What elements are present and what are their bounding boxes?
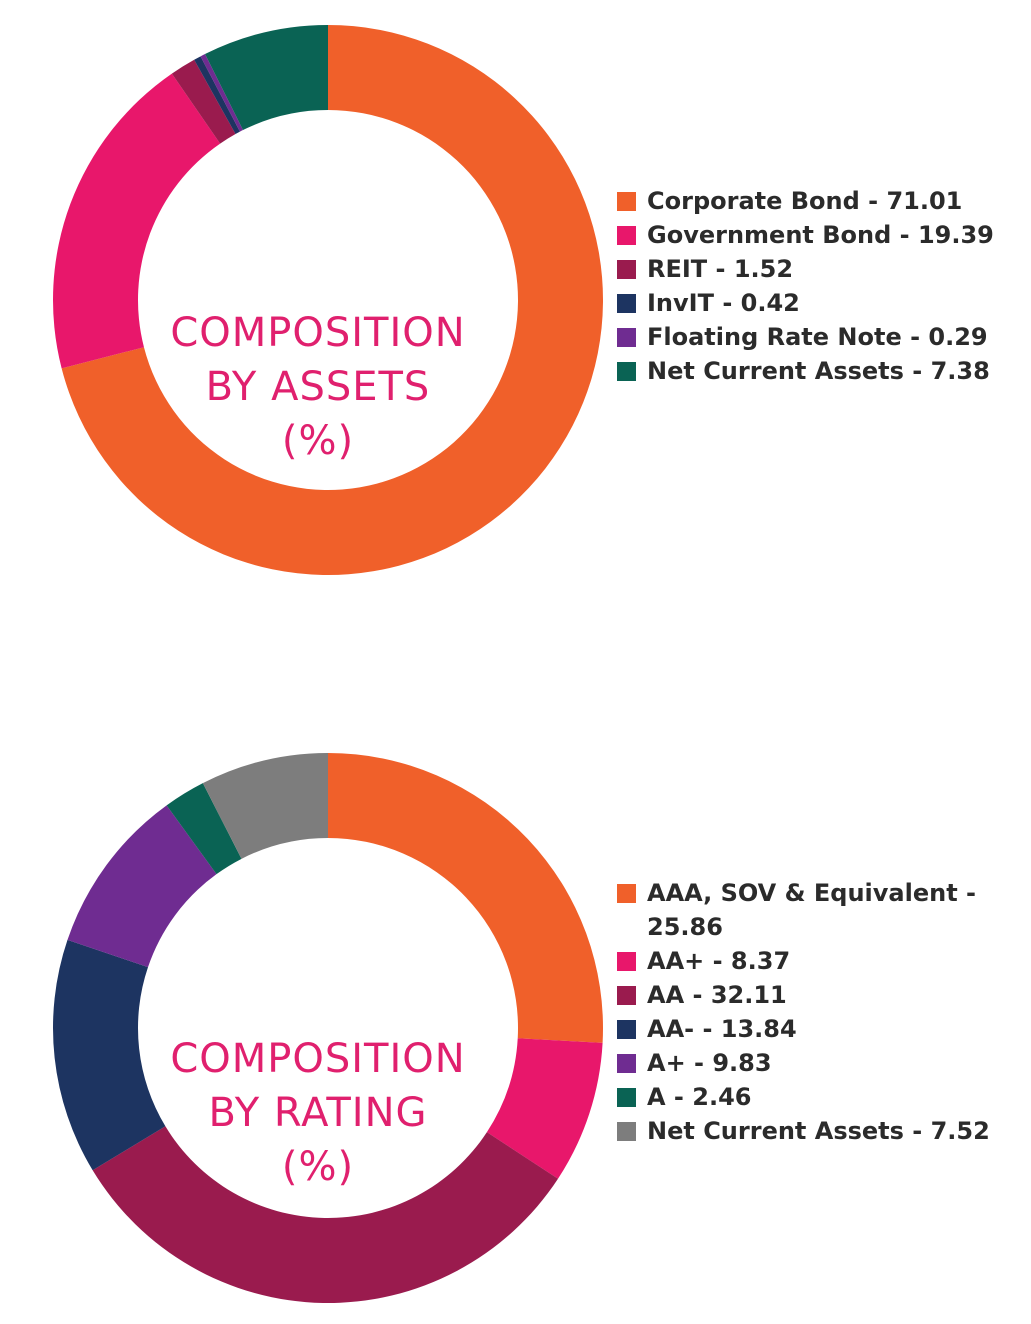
slice-reit: [171, 59, 236, 144]
rating-title-line-2: BY RATING: [208, 1090, 428, 1136]
slice-aa: [92, 1126, 559, 1303]
legend-label: A+ - 9.83: [647, 1049, 772, 1077]
legend-item: REIT - 1.52: [617, 252, 1017, 286]
legend-label: InvIT - 0.42: [647, 289, 800, 317]
legend-item: A - 2.46: [617, 1080, 1017, 1114]
legend-item: A+ - 9.83: [617, 1046, 1017, 1080]
legend-swatch: [617, 986, 636, 1005]
assets-donut: [52, 25, 603, 575]
legend-label: Net Current Assets - 7.52: [647, 1117, 990, 1145]
legend-label: AAA, SOV & Equivalent - 25.86: [647, 879, 977, 941]
slice-aa: [52, 939, 166, 1171]
legend-item: Net Current Assets - 7.38: [617, 354, 1017, 388]
legend-swatch: [617, 294, 636, 313]
legend-label: Floating Rate Note - 0.29: [647, 323, 988, 351]
legend-item: Corporate Bond - 71.01: [617, 184, 1017, 218]
slice-corporate-bond: [61, 25, 603, 575]
legend-item: Government Bond - 19.39: [617, 218, 1017, 252]
slice-floating-rate-note: [200, 54, 244, 132]
slice-a: [166, 783, 242, 875]
slice-invit: [194, 56, 240, 135]
legend-item: AA- - 13.84: [617, 1012, 1017, 1046]
rating-donut: [52, 753, 603, 1303]
slice-aaa-sov-equivalent: [328, 753, 603, 1043]
assets-title-line-3: (%): [281, 418, 355, 464]
legend-swatch: [617, 328, 636, 347]
assets-composition-chart: COMPOSITION BY ASSETS (%) Corporate Bond…: [0, 20, 1031, 580]
rating-title-line-3: (%): [281, 1144, 355, 1190]
legend-item: Floating Rate Note - 0.29: [617, 320, 1017, 354]
assets-title-line-2: BY ASSETS: [205, 364, 431, 410]
rating-legend: AAA, SOV & Equivalent - 25.86 AA+ - 8.37…: [617, 876, 1017, 1148]
assets-chart-title: COMPOSITION BY ASSETS (%): [68, 306, 568, 468]
legend-swatch: [617, 192, 636, 211]
legend-swatch: [617, 362, 636, 381]
legend-label: AA+ - 8.37: [647, 947, 791, 975]
legend-label: A - 2.46: [647, 1083, 752, 1111]
legend-label: AA- - 13.84: [647, 1015, 797, 1043]
legend-label: REIT - 1.52: [647, 255, 794, 283]
legend-swatch: [617, 1088, 636, 1107]
slice-government-bond: [52, 73, 221, 369]
legend-swatch: [617, 1122, 636, 1141]
slice-net-current-assets: [202, 753, 328, 859]
rating-chart-title: COMPOSITION BY RATING (%): [68, 1032, 568, 1194]
legend-item: Net Current Assets - 7.52: [617, 1114, 1017, 1148]
legend-label: Net Current Assets - 7.38: [647, 357, 990, 385]
rating-composition-chart: COMPOSITION BY RATING (%) AAA, SOV & Equ…: [0, 748, 1031, 1308]
rating-title-line-1: COMPOSITION: [170, 1036, 466, 1082]
legend-item: InvIT - 0.42: [617, 286, 1017, 320]
slice-aa: [486, 1038, 603, 1179]
slice-a: [67, 805, 217, 968]
slice-net-current-assets: [205, 25, 328, 131]
legend-swatch: [617, 884, 636, 903]
legend-swatch: [617, 1020, 636, 1039]
legend-swatch: [617, 260, 636, 279]
assets-title-line-1: COMPOSITION: [170, 310, 466, 356]
legend-item: AA - 32.11: [617, 978, 1017, 1012]
legend-swatch: [617, 952, 636, 971]
legend-label: AA - 32.11: [647, 981, 787, 1009]
legend-swatch: [617, 1054, 636, 1073]
legend-item: AAA, SOV & Equivalent - 25.86: [617, 876, 1017, 944]
legend-label: Corporate Bond - 71.01: [647, 187, 963, 215]
legend-label: Government Bond - 19.39: [647, 221, 994, 249]
legend-swatch: [617, 226, 636, 245]
assets-legend: Corporate Bond - 71.01 Government Bond -…: [617, 184, 1017, 388]
legend-item: AA+ - 8.37: [617, 944, 1017, 978]
